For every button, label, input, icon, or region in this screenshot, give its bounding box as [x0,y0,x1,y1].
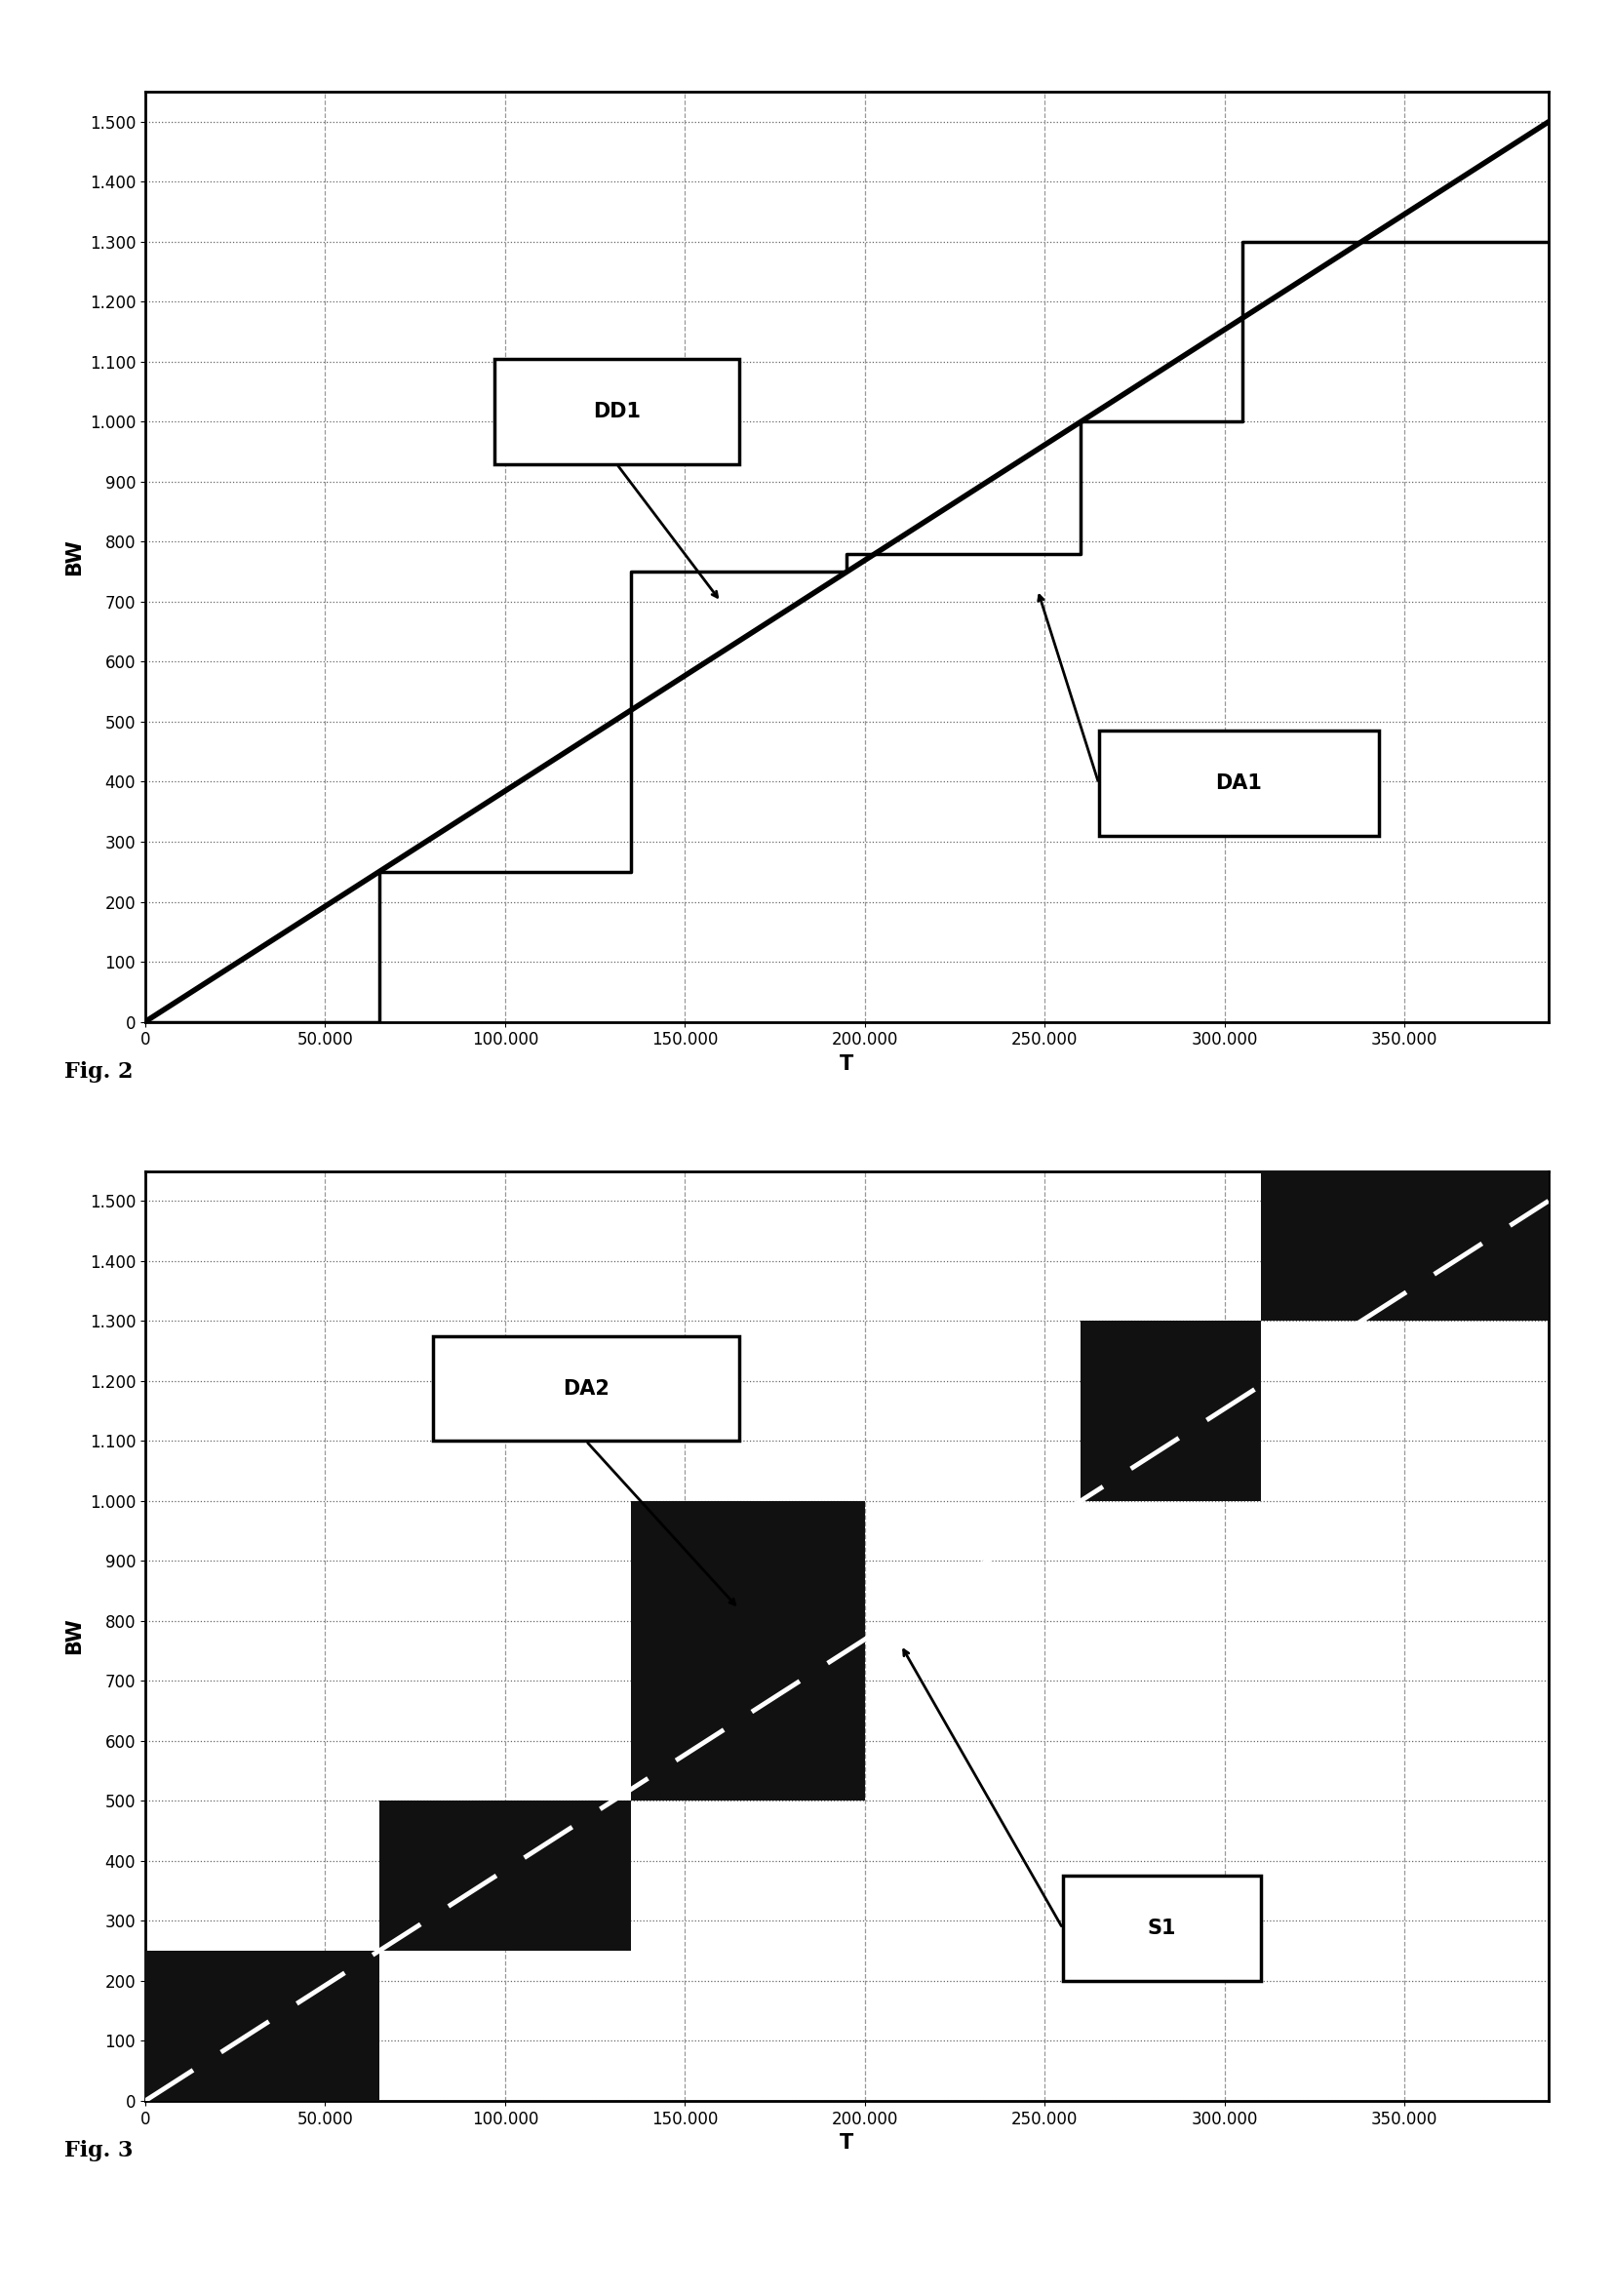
Y-axis label: BW: BW [65,1616,84,1655]
Text: DA2: DA2 [563,1378,610,1398]
Bar [379,1800,631,1952]
Text: Fig. 3: Fig. 3 [65,2140,134,2161]
Text: DD1: DD1 [592,402,640,420]
Bar [432,1336,739,1442]
Bar [631,1502,865,1800]
Bar [145,1952,379,2101]
Bar [494,358,739,464]
Bar [1063,1876,1261,1981]
X-axis label: T: T [840,1054,853,1075]
Y-axis label: BW: BW [65,537,84,576]
X-axis label: T: T [840,2133,853,2154]
Text: DA1: DA1 [1216,774,1263,792]
Bar [1098,730,1379,836]
Bar [1081,1320,1261,1502]
Text: Fig. 2: Fig. 2 [65,1061,134,1081]
Bar [1261,1171,1548,1320]
Text: S1: S1 [1147,1919,1176,1938]
